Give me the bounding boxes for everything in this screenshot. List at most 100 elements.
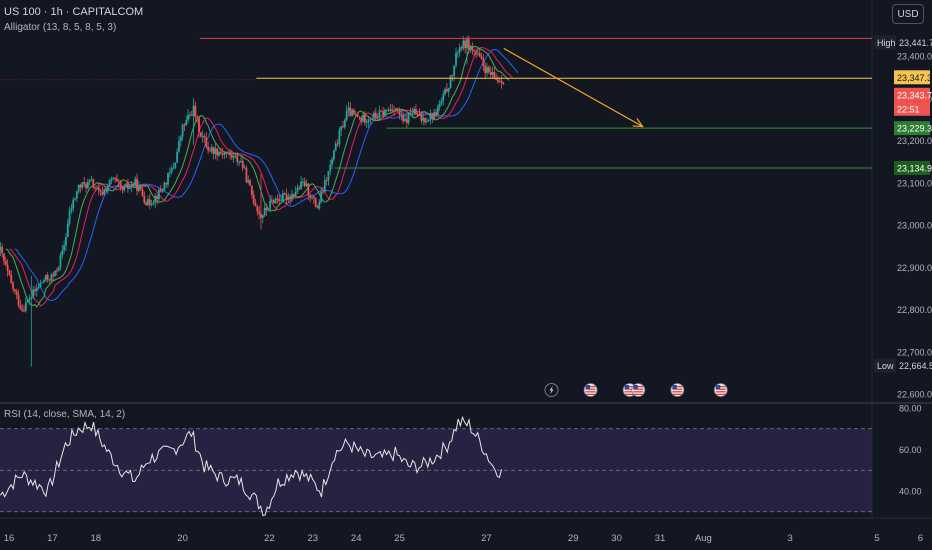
candle-body	[473, 50, 476, 52]
candle-body	[405, 118, 408, 123]
candle-body	[97, 187, 100, 191]
candle-body	[152, 202, 155, 205]
candle-body	[75, 191, 78, 199]
candle-body	[17, 294, 20, 305]
flag-stripe	[624, 393, 635, 395]
candle-body	[402, 114, 405, 122]
candle-body	[285, 194, 288, 200]
candle-body	[23, 310, 25, 312]
candle-body	[484, 65, 487, 73]
alligator-layer	[5, 45, 519, 309]
flag-canton	[633, 385, 638, 389]
candle-body	[409, 113, 412, 115]
candle-body	[260, 213, 262, 218]
price-tick-label: 22,900.0	[897, 263, 932, 273]
candle-body	[460, 47, 463, 49]
candle-body	[489, 71, 492, 75]
candle-body	[433, 112, 436, 120]
candle-body	[274, 198, 277, 204]
candle-body	[358, 116, 361, 118]
candle-body	[302, 181, 304, 183]
candle-body	[156, 195, 158, 200]
time-tick-label: 20	[177, 533, 188, 544]
us-flag-event-icon[interactable]	[670, 383, 685, 397]
candle-body	[305, 183, 308, 186]
candle-body	[486, 67, 488, 73]
candle-body	[72, 199, 75, 209]
candle-body	[347, 107, 350, 111]
lightning-event-icon[interactable]	[544, 383, 559, 397]
price-tick-label: 23,000.0	[897, 221, 932, 231]
candle-body	[198, 117, 200, 133]
candle-body	[374, 112, 377, 117]
candle-body	[435, 112, 437, 115]
flag-stripe	[672, 393, 683, 395]
candle-body	[85, 183, 87, 189]
candle-body	[232, 155, 235, 158]
candle-body	[65, 236, 67, 246]
candle-body	[404, 118, 406, 122]
candle-body	[234, 155, 237, 157]
candle-body	[205, 137, 208, 147]
candle-body	[92, 179, 95, 188]
candle-body	[449, 75, 452, 89]
candle-body	[141, 189, 144, 197]
candle-body	[61, 250, 64, 256]
us-flag-event-icon[interactable]	[713, 383, 728, 397]
candle-body	[158, 189, 160, 200]
currency-button[interactable]: USD	[892, 4, 924, 24]
candle-body	[502, 83, 505, 85]
price-tick-label: 22,700.0	[897, 347, 932, 357]
candle-body	[415, 108, 417, 114]
candle-body	[37, 286, 40, 289]
flag-stripe	[624, 388, 635, 390]
candle-body	[418, 113, 421, 115]
flag-stripe	[633, 386, 644, 388]
us-flag-event-icon[interactable]	[583, 383, 598, 397]
levels-layer	[0, 37, 872, 169]
candle-body	[427, 119, 430, 122]
countdown-value-bg	[894, 101, 930, 116]
candle-body	[292, 194, 295, 196]
candle-body	[411, 113, 414, 115]
flag-stripe	[633, 391, 644, 393]
high-value-bg	[896, 35, 930, 50]
candle-body	[332, 150, 335, 160]
candle-body	[444, 89, 446, 95]
candle-body	[199, 132, 202, 137]
candle-body	[420, 114, 423, 121]
candle-body	[48, 279, 51, 281]
candle-body	[480, 56, 483, 59]
candle-body	[125, 184, 127, 187]
time-tick-label: 29	[568, 533, 579, 544]
candle-body	[371, 118, 374, 120]
rsi-line	[0, 415, 503, 517]
candle-body	[338, 130, 341, 145]
candle-body	[114, 177, 117, 179]
candle-body	[90, 179, 93, 181]
candle-body	[362, 114, 364, 122]
flag-canton	[715, 385, 721, 389]
flag-canton	[672, 385, 677, 389]
candle-body	[329, 164, 332, 171]
candle-body	[462, 40, 465, 49]
flag-stripe	[585, 393, 596, 395]
candle-body	[322, 191, 324, 193]
candle-body	[117, 181, 120, 183]
candle-body	[147, 199, 149, 206]
candle-body	[327, 170, 330, 181]
candle-body	[389, 109, 392, 111]
candle-body	[471, 45, 474, 51]
candle-body	[134, 178, 137, 186]
candle-body	[336, 143, 339, 145]
candle-body	[289, 196, 292, 200]
candle-body	[44, 274, 47, 281]
candles-layer	[0, 35, 505, 367]
time-tick-label: 17	[47, 533, 58, 544]
us-flag-event-icon[interactable]	[631, 383, 646, 397]
candle-body	[74, 198, 76, 200]
candle-body	[318, 202, 321, 209]
candle-body	[178, 141, 180, 152]
candle-body	[30, 297, 33, 300]
